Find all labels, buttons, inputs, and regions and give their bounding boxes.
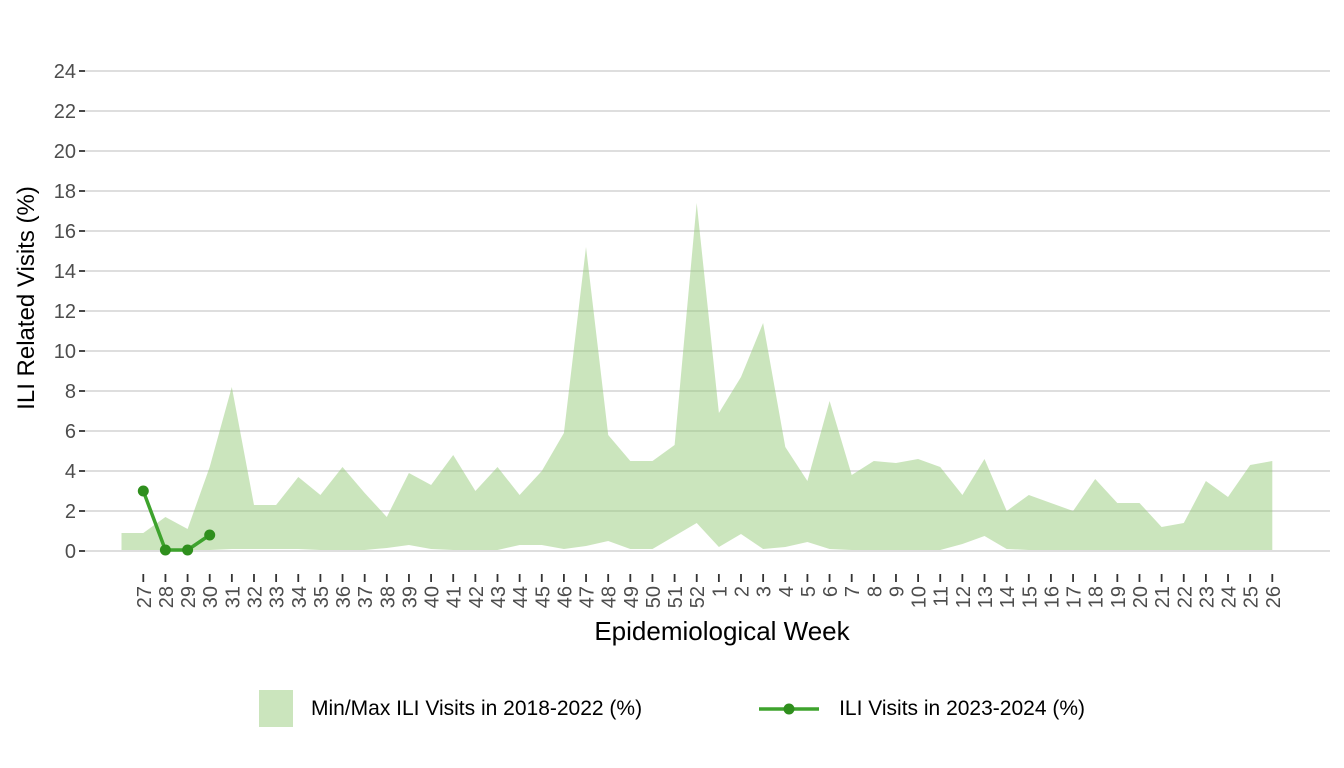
ili-point bbox=[159, 544, 171, 556]
y-tick-label: 2 bbox=[65, 501, 76, 523]
band-swatch bbox=[258, 690, 293, 727]
x-tick-label: 1 bbox=[709, 586, 731, 597]
y-tick-label: 12 bbox=[54, 301, 76, 323]
x-tick-label: 31 bbox=[222, 586, 244, 608]
x-tick-label: 26 bbox=[1263, 586, 1285, 608]
y-tick-label: 10 bbox=[54, 341, 76, 363]
x-tick-label: 35 bbox=[311, 586, 333, 608]
y-tick-label: 24 bbox=[54, 61, 76, 83]
x-tick-label: 43 bbox=[488, 586, 510, 608]
y-tick-label: 20 bbox=[54, 141, 76, 163]
x-tick-label: 17 bbox=[1064, 586, 1086, 608]
minmax-band-area bbox=[121, 203, 1273, 550]
y-tick-label: 0 bbox=[65, 541, 76, 563]
x-tick-label: 41 bbox=[444, 586, 466, 608]
chart-legend: Min/Max ILI Visits in 2018-2022 (%) ILI … bbox=[0, 690, 1344, 727]
ili-point bbox=[182, 544, 194, 556]
x-tick-label: 37 bbox=[355, 586, 377, 608]
x-tick-label: 38 bbox=[377, 586, 399, 608]
x-tick-label: 27 bbox=[134, 586, 156, 608]
y-tick-label: 16 bbox=[54, 221, 76, 243]
x-tick-label: 48 bbox=[599, 586, 621, 608]
x-tick-label: 13 bbox=[975, 586, 997, 608]
y-tick-label: 6 bbox=[65, 421, 76, 443]
legend-label-band: Min/Max ILI Visits in 2018-2022 (%) bbox=[310, 696, 643, 720]
x-tick-label: 21 bbox=[1152, 586, 1174, 608]
x-tick-label: 30 bbox=[200, 586, 222, 608]
x-tick-label: 24 bbox=[1219, 586, 1241, 608]
x-tick-label: 18 bbox=[1086, 586, 1108, 608]
x-tick-label: 6 bbox=[820, 586, 842, 597]
x-tick-label: 29 bbox=[178, 586, 200, 608]
y-tick-label: 18 bbox=[54, 181, 76, 203]
x-tick-label: 7 bbox=[842, 586, 864, 597]
x-tick-label: 46 bbox=[554, 586, 576, 608]
ili-point bbox=[204, 529, 216, 541]
x-tick-label: 34 bbox=[289, 586, 311, 608]
x-tick-label: 33 bbox=[267, 586, 289, 608]
ili-line bbox=[141, 489, 212, 552]
line-swatch bbox=[759, 703, 820, 714]
x-tick-label: 14 bbox=[997, 586, 1019, 608]
x-axis-title: Epidemiological Week bbox=[594, 616, 850, 646]
x-tick-label: 52 bbox=[687, 586, 709, 608]
x-tick-label: 2 bbox=[732, 586, 754, 597]
x-tick-label: 22 bbox=[1174, 586, 1196, 608]
x-tick-label: 47 bbox=[577, 586, 599, 608]
x-tick-label: 32 bbox=[245, 586, 267, 608]
ili-point bbox=[137, 485, 149, 497]
x-tick-label: 39 bbox=[399, 586, 421, 608]
x-tick-label: 19 bbox=[1108, 586, 1130, 608]
x-tick-label: 20 bbox=[1130, 586, 1152, 608]
x-tick-label: 9 bbox=[887, 586, 909, 597]
x-tick-label: 42 bbox=[466, 586, 488, 608]
x-tick-label: 28 bbox=[156, 586, 178, 608]
x-tick-label: 4 bbox=[776, 586, 798, 597]
ili-line-series bbox=[137, 485, 216, 556]
x-tick-label: 44 bbox=[510, 586, 532, 608]
legend-item-line: ILI Visits in 2023-2024 (%) bbox=[757, 696, 1085, 722]
minmax-band bbox=[121, 203, 1273, 550]
x-tick-label: 16 bbox=[1041, 586, 1063, 608]
x-tick-label: 40 bbox=[422, 586, 444, 608]
y-tick-label: 14 bbox=[54, 261, 76, 283]
x-tick-label: 25 bbox=[1241, 586, 1263, 608]
x-tick-label: 11 bbox=[931, 586, 953, 607]
legend-item-band: Min/Max ILI Visits in 2018-2022 (%) bbox=[258, 690, 643, 727]
y-axis-title: ILI Related Visits (%) bbox=[13, 186, 40, 410]
x-tick-label: 5 bbox=[798, 586, 820, 597]
x-tick-label: 15 bbox=[1019, 586, 1041, 608]
x-tick-label: 12 bbox=[953, 586, 975, 608]
legend-label-line: ILI Visits in 2023-2024 (%) bbox=[839, 696, 1085, 720]
x-tick-label: 51 bbox=[665, 586, 687, 608]
x-tick-label: 45 bbox=[532, 586, 554, 608]
x-tick-label: 8 bbox=[864, 586, 886, 597]
x-tick-label: 49 bbox=[621, 586, 643, 608]
y-tick-label: 22 bbox=[54, 101, 76, 123]
x-tick-label: 3 bbox=[754, 586, 776, 597]
y-tick-label: 8 bbox=[65, 381, 76, 403]
x-tick-label: 36 bbox=[333, 586, 355, 608]
x-tick-label: 50 bbox=[643, 586, 665, 608]
x-tick-label: 10 bbox=[909, 586, 931, 608]
y-tick-label: 4 bbox=[65, 461, 76, 483]
x-tick-label: 23 bbox=[1196, 586, 1218, 608]
